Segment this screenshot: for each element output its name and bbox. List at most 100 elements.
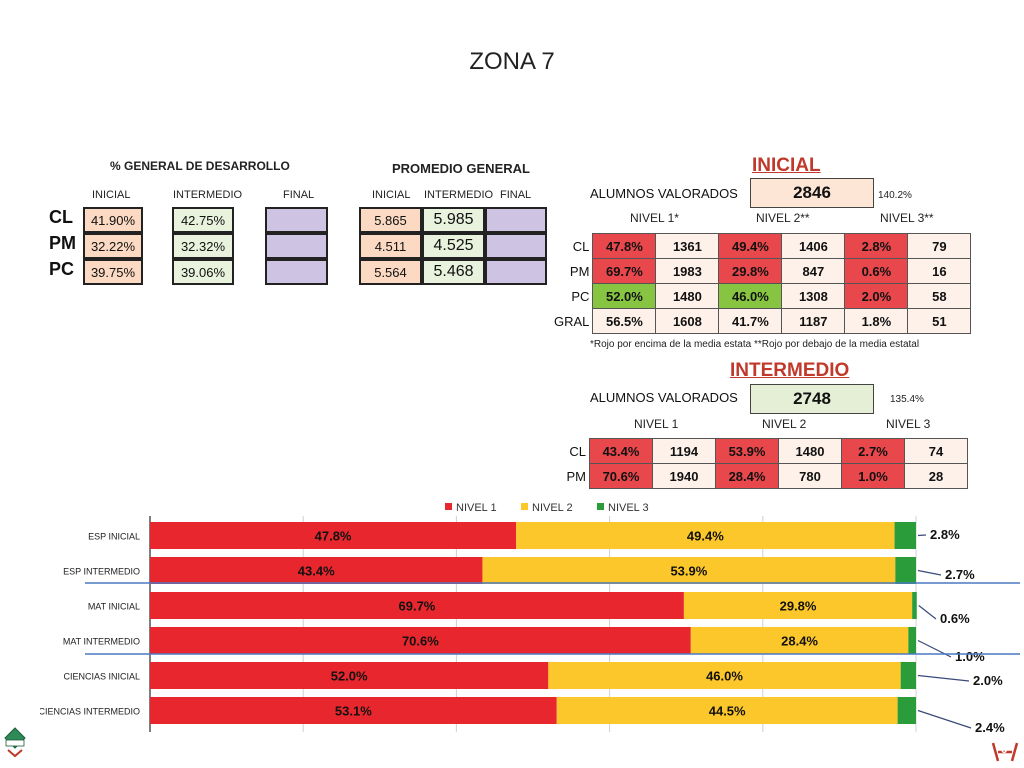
data-label: 53.1% <box>335 704 372 719</box>
table-cell: 1187 <box>781 308 846 334</box>
bar-segment <box>894 522 916 549</box>
bar-segment <box>900 662 916 689</box>
bar-segment <box>150 522 517 549</box>
intermedio-alumnos-label: ALUMNOS VALORADOS <box>590 390 738 405</box>
data-label: 53.9% <box>670 564 707 579</box>
intermedio-level-2: NIVEL 2 <box>762 417 807 431</box>
table-cell: 41.7% <box>718 308 783 334</box>
inicial-alumnos-value: 2846 <box>750 178 874 208</box>
table-cell: 1361 <box>655 233 720 259</box>
bar-segment <box>690 627 909 654</box>
inicial-section-title: INICIAL <box>752 155 821 176</box>
intermedio-level-1: NIVEL 1 <box>634 417 679 431</box>
pct-cell: 39.75% <box>83 259 143 285</box>
bar-segment <box>908 627 916 654</box>
table-cell: 49.4% <box>718 233 783 259</box>
callout-line <box>917 534 927 537</box>
table-cell: 53.9% <box>715 438 779 464</box>
avg-cell: 4.525 <box>422 233 485 259</box>
category-label: MAT INICIAL <box>88 602 140 612</box>
pct-cell: 32.22% <box>83 233 143 259</box>
avg-cell: 5.564 <box>359 259 422 285</box>
data-label: 47.8% <box>315 529 352 544</box>
row-label-pc: PC <box>49 259 75 279</box>
legend-label: NIVEL 3 <box>608 502 649 514</box>
bar-segment <box>482 557 896 584</box>
table-cell: 1.0% <box>841 463 905 489</box>
pct-header-intermedio: INTERMEDIO <box>173 189 243 201</box>
table-cell: 1194 <box>652 438 716 464</box>
callout-line <box>917 709 972 729</box>
table-cell: 1406 <box>781 233 846 259</box>
avg-cell-final <box>485 233 547 259</box>
intermedio-table: CL 43.4% 1194 53.9% 1480 2.7% 74 PM 70.6% 1940 28.… <box>554 438 968 489</box>
avg-header-inicial: INICIAL <box>372 189 411 201</box>
avg-table-title: PROMEDIO GENERAL <box>392 161 530 176</box>
table-cell: 16 <box>907 258 972 284</box>
avg-header-final: FINAL <box>500 189 532 201</box>
table-cell: 43.4% <box>589 438 653 464</box>
table-cell: 56.5% <box>592 308 657 334</box>
legend-swatch <box>445 503 452 510</box>
avg-cell: 5.985 <box>422 207 485 233</box>
table-cell: 1.8% <box>844 308 909 334</box>
bar-segment <box>897 697 916 724</box>
pct-cell: 41.90% <box>83 207 143 233</box>
table-row: CL 47.8% 1361 49.4% 1406 2.8% 79 <box>554 233 972 259</box>
row-label: GRAL <box>554 308 593 334</box>
category-label: MAT INTERMEDIO <box>63 637 140 647</box>
category-label: CIENCIAS INTERMEDIO <box>40 707 140 717</box>
legend-swatch <box>521 503 528 510</box>
pct-header-final: FINAL <box>283 189 315 201</box>
table-cell: 847 <box>781 258 846 284</box>
bar-segment <box>516 522 895 549</box>
table-cell: 47.8% <box>592 233 657 259</box>
intermedio-alumnos-value: 2748 <box>750 384 874 414</box>
table-row: PM 69.7% 1983 29.8% 847 0.6% 16 <box>554 258 972 284</box>
bar-segment <box>912 592 917 619</box>
legend-swatch <box>597 503 604 510</box>
bar-segment <box>548 662 901 689</box>
table-cell: 58 <box>907 283 972 309</box>
data-label: 28.4% <box>781 634 818 649</box>
data-label: 70.6% <box>402 634 439 649</box>
row-label-pm: PM <box>49 233 76 253</box>
data-label: 43.4% <box>298 564 335 579</box>
inicial-table: CL 47.8% 1361 49.4% 1406 2.8% 79 PM 69.7% 1983 29.… <box>554 233 972 334</box>
row-label: PM <box>554 258 593 284</box>
callout-line <box>917 674 970 682</box>
data-label: 2.4% <box>975 720 1005 735</box>
table-cell: 780 <box>778 463 842 489</box>
stacked-bar-chart: NIVEL 1 NIVEL 2 NIVEL 3 ESP INICIAL 47.8% 49.… <box>40 502 1020 735</box>
table-row: PM 70.6% 1940 28.4% 780 1.0% 28 <box>554 463 968 489</box>
bar-segment <box>150 662 549 689</box>
avg-cell-final <box>485 207 547 233</box>
table-cell: 2.7% <box>841 438 905 464</box>
table-cell: 1983 <box>655 258 720 284</box>
avg-cell: 4.511 <box>359 233 422 259</box>
seal-icon <box>4 727 26 758</box>
table-row: CL 43.4% 1194 53.9% 1480 2.7% 74 <box>554 438 968 464</box>
data-label: 2.0% <box>973 673 1003 688</box>
page-title: ZONA 7 <box>469 48 555 75</box>
legend-label: NIVEL 2 <box>532 502 573 514</box>
legend-label: NIVEL 1 <box>456 502 497 514</box>
page-number: 6 <box>1001 744 1008 756</box>
inicial-level-2: NIVEL 2** <box>756 211 810 225</box>
inicial-alumnos-label: ALUMNOS VALORADOS <box>590 186 738 201</box>
table-cell: 1608 <box>655 308 720 334</box>
row-label-cl: CL <box>49 207 73 227</box>
avg-cell-final <box>485 259 547 285</box>
table-cell: 52.0% <box>592 283 657 309</box>
table-cell: 28.4% <box>715 463 779 489</box>
table-cell: 70.6% <box>589 463 653 489</box>
category-label: CIENCIAS INICIAL <box>63 672 140 682</box>
category-label: ESP INICIAL <box>88 532 140 542</box>
row-label: CL <box>554 438 590 464</box>
bar-segment <box>150 697 557 724</box>
bar-segment <box>895 557 916 584</box>
page-logo-icon <box>991 742 1019 762</box>
intermedio-level-3: NIVEL 3 <box>886 417 931 431</box>
data-label: 69.7% <box>399 599 436 614</box>
data-label: 44.5% <box>709 704 746 719</box>
